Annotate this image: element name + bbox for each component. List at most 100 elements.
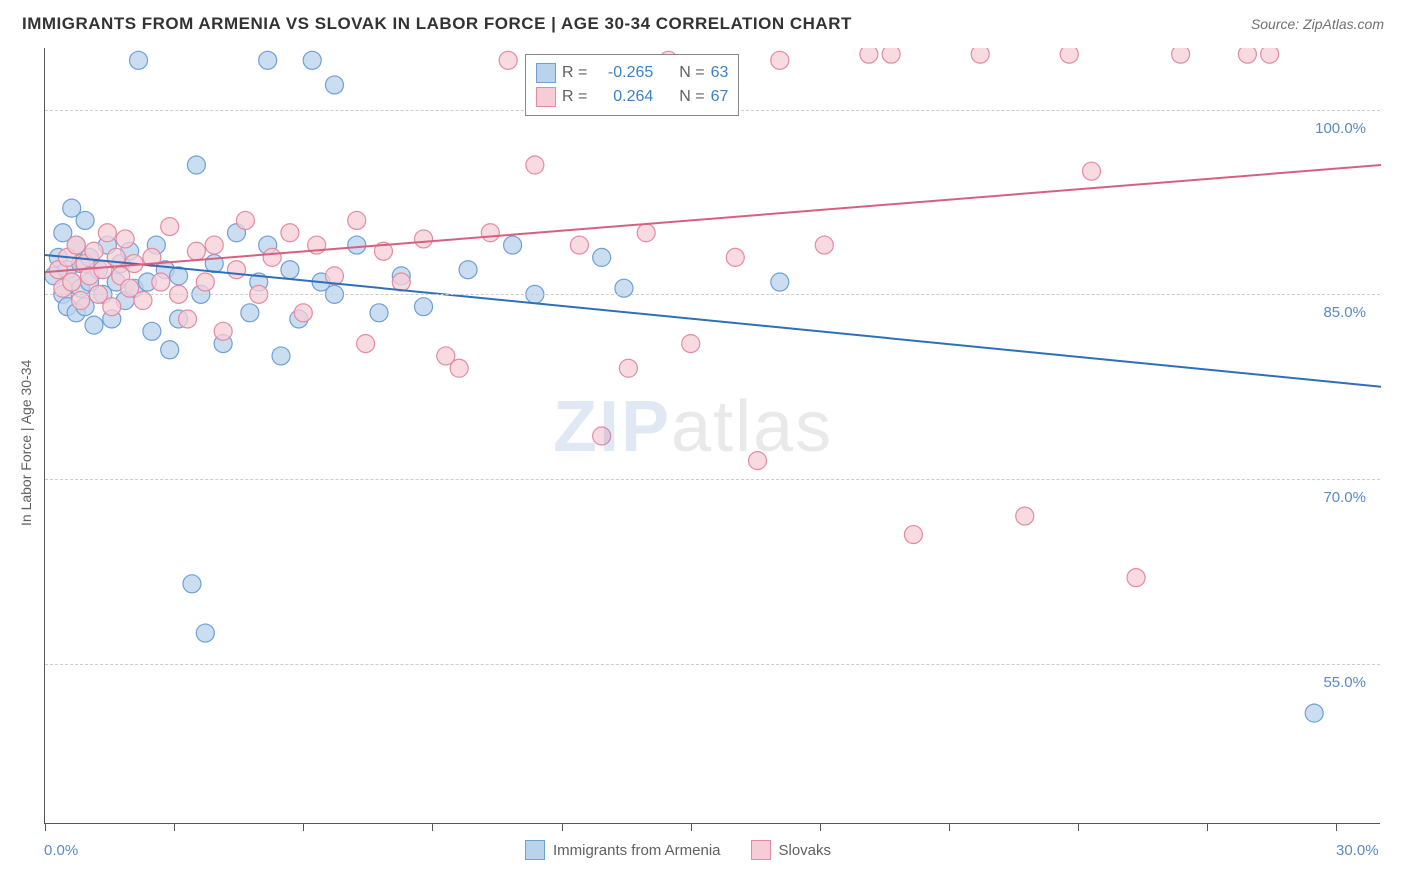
legend-n-value: 63 [711, 61, 729, 85]
y-tick-label: 85.0% [1296, 304, 1366, 321]
x-tick-label: 0.0% [44, 842, 78, 859]
x-tick [1078, 823, 1079, 831]
x-tick [949, 823, 950, 831]
data-point [103, 298, 121, 316]
legend-item: Immigrants from Armenia [525, 840, 721, 860]
data-point [1261, 48, 1279, 63]
data-point [357, 335, 375, 353]
data-point [236, 211, 254, 229]
data-point [771, 273, 789, 291]
legend-r-label: R = [562, 85, 587, 109]
legend-r-value: -0.265 [593, 61, 653, 85]
data-point [187, 156, 205, 174]
data-point [348, 211, 366, 229]
data-point [504, 236, 522, 254]
data-point [882, 48, 900, 63]
data-point [63, 273, 81, 291]
legend-n-label: N = [679, 85, 704, 109]
legend-r-label: R = [562, 61, 587, 85]
x-tick [174, 823, 175, 831]
data-point [303, 51, 321, 69]
data-point [227, 261, 245, 279]
x-tick [1207, 823, 1208, 831]
data-point [682, 335, 700, 353]
chart-title: IMMIGRANTS FROM ARMENIA VS SLOVAK IN LAB… [22, 14, 852, 34]
data-point [152, 273, 170, 291]
data-point [971, 48, 989, 63]
x-tick [432, 823, 433, 831]
data-point [183, 575, 201, 593]
data-point [370, 304, 388, 322]
data-point [1238, 48, 1256, 63]
legend-label: Immigrants from Armenia [553, 842, 721, 859]
data-point [726, 248, 744, 266]
data-point [263, 248, 281, 266]
data-point [161, 218, 179, 236]
data-point [294, 304, 312, 322]
data-point [771, 51, 789, 69]
data-point [187, 242, 205, 260]
source-label: Source: ZipAtlas.com [1251, 16, 1384, 32]
data-point [241, 304, 259, 322]
data-point [815, 236, 833, 254]
data-point [98, 224, 116, 242]
y-axis-label: In Labor Force | Age 30-34 [18, 360, 34, 526]
data-point [85, 316, 103, 334]
data-point [593, 427, 611, 445]
data-point [860, 48, 878, 63]
data-point [67, 236, 85, 254]
data-point [116, 230, 134, 248]
data-point [481, 224, 499, 242]
data-point [1127, 569, 1145, 587]
x-tick [1336, 823, 1337, 831]
data-point [415, 298, 433, 316]
data-point [1060, 48, 1078, 63]
correlation-legend: R =-0.265 N = 63 R =0.264 N = 67 [525, 54, 739, 116]
legend-row: R =-0.265 N = 63 [536, 61, 728, 85]
x-tick [820, 823, 821, 831]
data-point [392, 273, 410, 291]
data-point [205, 236, 223, 254]
data-point [281, 261, 299, 279]
data-point [1083, 162, 1101, 180]
legend-swatch [536, 87, 556, 107]
legend-swatch [751, 840, 771, 860]
data-point [459, 261, 477, 279]
data-point [526, 156, 544, 174]
data-point [130, 51, 148, 69]
legend-n-value: 67 [711, 85, 729, 109]
data-point [196, 273, 214, 291]
data-point [450, 359, 468, 377]
x-tick [303, 823, 304, 831]
data-point [143, 322, 161, 340]
x-tick-label: 30.0% [1336, 842, 1379, 859]
data-point [85, 242, 103, 260]
data-point [259, 51, 277, 69]
x-tick [562, 823, 563, 831]
data-point [214, 322, 232, 340]
data-point [1172, 48, 1190, 63]
data-point [1016, 507, 1034, 525]
gridline [45, 479, 1380, 480]
data-point [415, 230, 433, 248]
data-point [904, 526, 922, 544]
legend-swatch [536, 63, 556, 83]
data-point [272, 347, 290, 365]
data-point [161, 341, 179, 359]
y-tick-label: 100.0% [1296, 120, 1366, 137]
legend-r-value: 0.264 [593, 85, 653, 109]
data-point [637, 224, 655, 242]
data-point [348, 236, 366, 254]
legend-label: Slovaks [779, 842, 832, 859]
data-point [749, 452, 767, 470]
x-tick [691, 823, 692, 831]
legend-item: Slovaks [751, 840, 832, 860]
data-point [107, 248, 125, 266]
data-point [281, 224, 299, 242]
data-point [76, 211, 94, 229]
data-point [1305, 704, 1323, 722]
chart-plot-area: ZIPatlas [44, 48, 1380, 824]
gridline [45, 664, 1380, 665]
x-tick [45, 823, 46, 831]
legend-n-label: N = [679, 61, 704, 85]
